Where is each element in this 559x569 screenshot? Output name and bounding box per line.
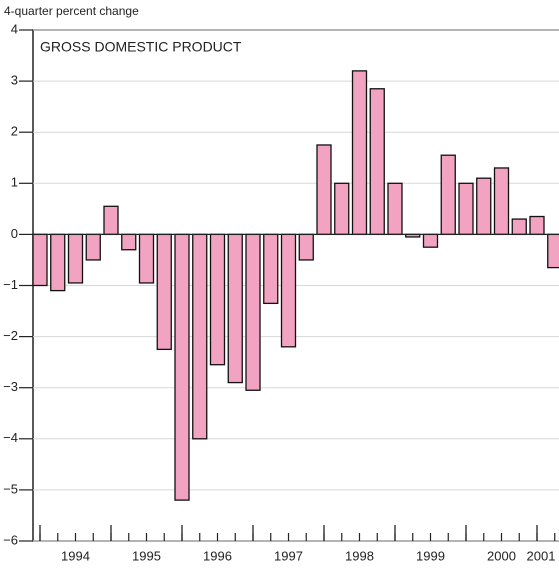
bar [263, 233, 279, 305]
y-tick-label: −3 [3, 379, 18, 394]
y-tick-label: 3 [11, 73, 18, 88]
title-bg [36, 36, 298, 58]
bar [156, 233, 172, 351]
x-tick-label: 2000 [487, 548, 516, 563]
x-tick-label: 1995 [132, 548, 161, 563]
y-tick-label: −6 [3, 532, 18, 547]
x-tick-label: 2001 [527, 548, 556, 563]
bar [476, 177, 492, 236]
bar [440, 154, 456, 236]
x-tick-label: 1998 [345, 548, 374, 563]
bar [369, 88, 385, 236]
bar [547, 233, 559, 269]
y-tick-label: −4 [3, 430, 18, 445]
bar [192, 233, 208, 440]
bar [50, 233, 66, 292]
bar [121, 233, 137, 251]
bar [227, 233, 243, 384]
bar [280, 233, 297, 348]
y-tick-label: 4 [11, 21, 18, 36]
bar [245, 233, 261, 391]
x-tick-label: 1997 [274, 548, 303, 563]
bar [209, 233, 226, 366]
chart-title: GROSS DOMESTIC PRODUCT [40, 39, 242, 55]
bar [103, 205, 119, 236]
y-tick-label: −1 [3, 277, 18, 292]
bar [351, 70, 368, 236]
bar [511, 218, 527, 236]
x-tick-label: 1999 [416, 548, 445, 563]
y-tick-label: 1 [11, 175, 18, 190]
bar [387, 182, 403, 236]
y-tick-label: −2 [3, 328, 18, 343]
bar [85, 233, 101, 261]
bar [458, 182, 474, 236]
bar [67, 233, 84, 284]
bar [422, 233, 439, 248]
bar [316, 144, 332, 236]
bar [174, 233, 190, 501]
y-tick-label: 0 [11, 226, 18, 241]
y-axis-label: 4-quarter percent change [4, 4, 139, 18]
y-tick-label: −5 [3, 481, 18, 496]
bar [529, 215, 545, 236]
bar [32, 233, 48, 287]
bar [334, 182, 350, 236]
bar [493, 167, 510, 236]
bar [298, 233, 314, 261]
bar [138, 233, 155, 284]
x-tick-label: 1994 [61, 548, 90, 563]
plot [32, 29, 559, 542]
x-tick-label: 1996 [203, 548, 232, 563]
y-tick-label: 2 [11, 124, 18, 139]
